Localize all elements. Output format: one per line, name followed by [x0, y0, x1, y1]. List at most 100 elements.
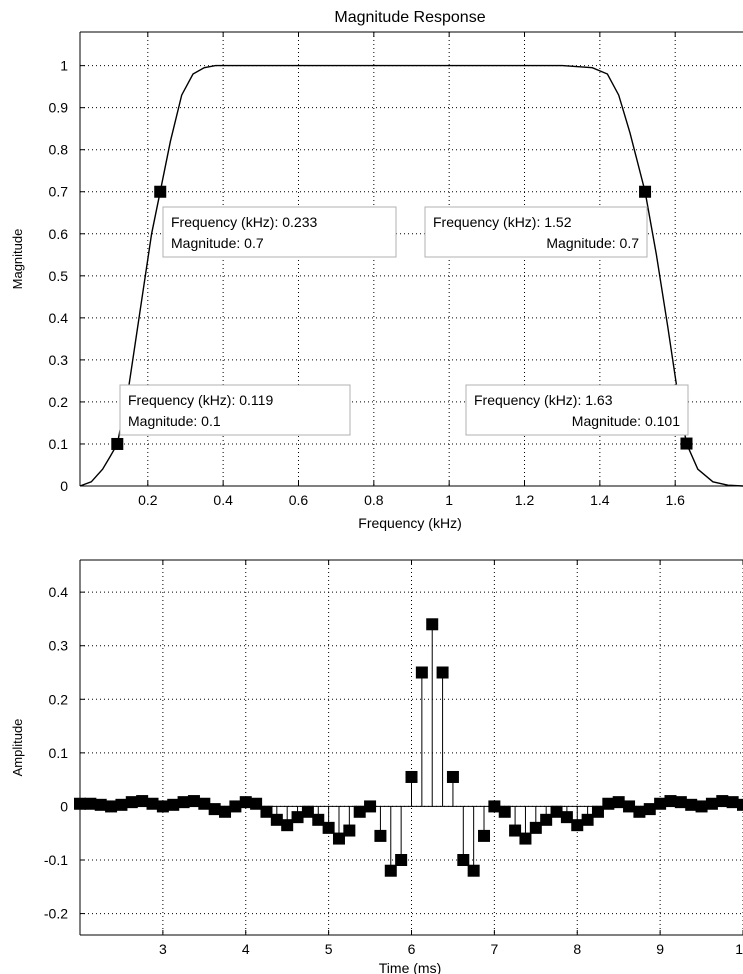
stem-marker	[229, 800, 242, 813]
y-axis-title: Magnitude	[10, 229, 25, 290]
x-tick-label: 8	[573, 941, 581, 957]
stem-marker	[643, 803, 656, 816]
x-tick-label: 4	[242, 941, 250, 957]
stem-marker	[301, 805, 314, 818]
stem-marker	[716, 795, 729, 808]
stem-marker	[571, 819, 584, 832]
y-tick-label: 0.1	[49, 436, 69, 452]
stem-marker	[219, 805, 232, 818]
stem-marker	[467, 864, 480, 877]
stem-marker	[332, 832, 345, 845]
y-tick-label: 0.8	[49, 142, 69, 158]
datatip-box	[162, 206, 397, 258]
stem-marker	[726, 796, 739, 809]
y-tick-label: 0.2	[49, 394, 69, 410]
stem-marker	[602, 797, 615, 810]
x-tick-label: 1	[445, 492, 453, 508]
datatip-marker	[639, 185, 652, 198]
stem-marker	[395, 854, 408, 866]
stem-marker	[291, 811, 304, 824]
datatip-magnitude: Magnitude: 0.1	[128, 413, 221, 429]
datatip-box	[465, 384, 689, 436]
stem-marker	[198, 797, 211, 810]
stem-marker	[343, 824, 356, 837]
y-tick-label: 0.4	[49, 584, 69, 600]
stem-marker	[94, 798, 107, 811]
x-tick-label: 9	[656, 941, 664, 957]
stem-marker	[498, 805, 511, 818]
y-tick-label: 0.1	[49, 745, 69, 761]
stem-marker	[187, 795, 200, 808]
stem-marker	[250, 797, 263, 810]
y-tick-label: 0	[60, 798, 68, 814]
stem-marker	[457, 854, 470, 866]
x-tick-label: 3	[159, 941, 167, 957]
stem-marker	[312, 813, 325, 826]
stem-marker	[270, 813, 283, 826]
datatip-marker	[154, 185, 167, 198]
datatip-frequency: Frequency (kHz): 1.52	[433, 214, 572, 230]
y-tick-label: -0.2	[44, 906, 68, 922]
datatip: Frequency (kHz): 1.63 Magnitude: 0.101	[465, 384, 693, 450]
y-tick-label: 0	[60, 478, 68, 494]
impulse-plot: 3 4 5 6 7 8 9 10 -0.2 -0.1 0 0.1 0.2 0.3 0.4 Time (ms) A…	[10, 559, 743, 974]
y-tick-label: -0.1	[44, 852, 68, 868]
stem-marker	[384, 864, 397, 877]
chart-title: Magnitude Response	[334, 9, 485, 26]
stem-marker	[509, 824, 522, 837]
stem-marker	[737, 798, 743, 811]
stem-marker	[705, 797, 718, 810]
y-tick-label: 1	[60, 58, 68, 74]
x-tick-label: 0.6	[289, 492, 309, 508]
stem-marker	[560, 811, 573, 824]
stem-marker	[664, 795, 677, 808]
x-tick-label: 1.2	[515, 492, 535, 508]
y-tick-label: 0.9	[49, 100, 69, 116]
magnitude-response-line	[79, 64, 743, 487]
stem-marker	[581, 813, 594, 826]
stem-marker	[446, 770, 459, 783]
x-tick-label: 10	[735, 941, 743, 957]
stem-marker	[239, 796, 252, 809]
y-tick-label: 0.4	[49, 310, 69, 326]
stem-marker	[685, 798, 698, 811]
stem-marker	[364, 800, 377, 813]
x-axis-title: Frequency (kHz)	[358, 515, 461, 531]
stem-marker	[436, 666, 449, 679]
stem-marker	[374, 829, 387, 842]
datatip-frequency: Frequency (kHz): 1.63	[474, 392, 613, 408]
datatip-marker	[680, 437, 693, 450]
stem-marker	[281, 819, 294, 832]
datatip-box	[424, 206, 648, 258]
stem-marker	[156, 800, 169, 813]
stem-marker	[115, 798, 128, 811]
stem-marker	[519, 832, 532, 845]
stem-marker	[695, 800, 708, 813]
stem-marker	[260, 805, 273, 818]
stem-marker	[167, 798, 180, 811]
stem-marker	[478, 829, 491, 842]
stem-marker	[146, 797, 159, 810]
stem-marker	[612, 796, 625, 809]
x-tick-label: 5	[325, 941, 333, 957]
y-tick-label: 0.7	[49, 184, 69, 200]
x-tick-label: 0.2	[138, 492, 158, 508]
datatip: Frequency (kHz): 0.233 Magnitude: 0.7	[154, 185, 397, 258]
stem-marker	[540, 813, 553, 826]
stem-marker	[674, 796, 687, 809]
stem-marker	[177, 796, 190, 809]
stem-marker	[654, 797, 667, 810]
y-tick-label: 0.6	[49, 226, 69, 242]
stem-marker	[208, 803, 221, 816]
stem-marker	[322, 821, 335, 834]
datatip-frequency: Frequency (kHz): 0.119	[128, 392, 273, 408]
stem-marker	[550, 805, 563, 818]
x-tick-label: 0.8	[364, 492, 384, 508]
stem-marker	[426, 618, 439, 631]
stem-marker	[105, 800, 118, 813]
datatip-box	[119, 384, 351, 436]
stem-marker	[353, 805, 366, 818]
stem-marker	[84, 797, 97, 810]
